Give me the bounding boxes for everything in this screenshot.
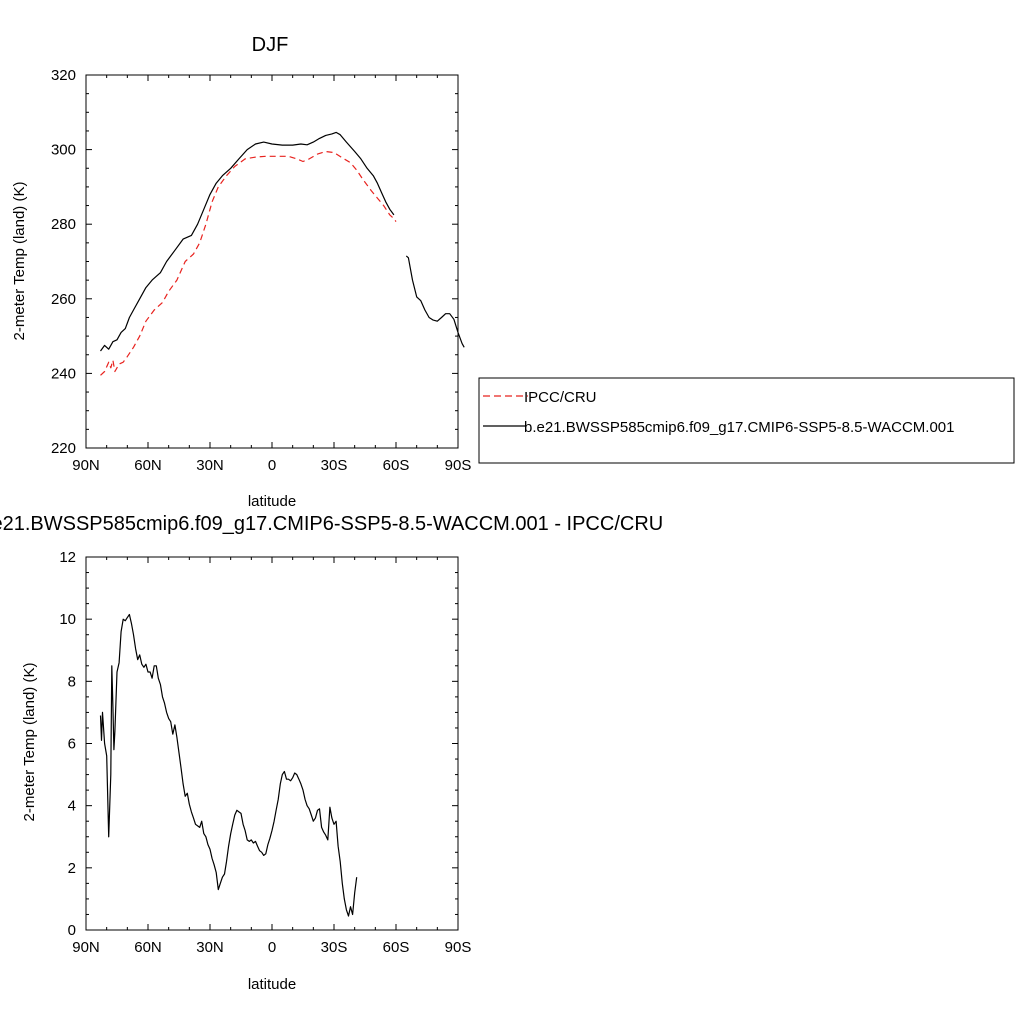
y-tick-label: 6 (68, 736, 76, 753)
top-tick-labels: 90N 60N 30N 0 30S 60S 90S 220 240 260 280 300 320 (51, 67, 471, 474)
legend-box (478, 377, 1015, 464)
top-ticks (85, 74, 459, 449)
x-tick-label: 60N (134, 457, 162, 474)
x-tick-label: 30N (196, 457, 224, 474)
x-tick-label: 30N (196, 939, 224, 956)
y-tick-label: 280 (51, 216, 76, 233)
series-line-model (99, 613, 358, 917)
y-tick-label: 4 (68, 798, 76, 815)
series-line-ipcc-cru (100, 150, 397, 376)
top-chart-title: DJF (252, 34, 289, 56)
bottom-plot-series (99, 613, 358, 917)
legend-label-model: b.e21.BWSSP585cmip6.f09_g17.CMIP6-SSP5-8… (524, 419, 954, 436)
y-tick-label: 10 (59, 611, 76, 628)
x-tick-label: 0 (268, 939, 276, 956)
series-line-model (405, 255, 465, 348)
x-tick-label: 90S (445, 457, 472, 474)
top-y-axis-label: 2-meter Temp (land) (K) (11, 182, 28, 341)
legend-label-ipcc: IPCC/CRU (524, 389, 597, 406)
x-tick-label: 60N (134, 939, 162, 956)
x-tick-label: 30S (321, 939, 348, 956)
top-plot-series (100, 131, 465, 376)
x-tick-label: 60S (383, 939, 410, 956)
bottom-panel: b.e21.BWSSP585cmip6.f09_g17.CMIP6-SSP5-8… (0, 513, 663, 993)
x-tick-label: 30S (321, 457, 348, 474)
top-plot-frame (85, 74, 459, 449)
bottom-y-axis-label: 2-meter Temp (land) (K) (21, 663, 38, 822)
y-tick-label: 320 (51, 67, 76, 84)
x-tick-label: 90N (72, 939, 100, 956)
y-tick-label: 0 (68, 922, 76, 939)
top-x-axis-label: latitude (248, 493, 296, 510)
top-panel: DJF 2-meter Temp (land) (K) latitude 90N… (11, 34, 1015, 510)
y-tick-label: 12 (59, 549, 76, 566)
bottom-chart-title: b.e21.BWSSP585cmip6.f09_g17.CMIP6-SSP5-8… (0, 513, 663, 535)
y-tick-label: 240 (51, 365, 76, 382)
x-tick-label: 90N (72, 457, 100, 474)
y-tick-label: 220 (51, 440, 76, 457)
y-tick-label: 8 (68, 673, 76, 690)
bottom-plot-frame (85, 556, 459, 931)
bottom-ticks (85, 556, 459, 931)
x-tick-label: 60S (383, 457, 410, 474)
bottom-x-axis-label: latitude (248, 976, 296, 993)
x-tick-label: 90S (445, 939, 472, 956)
y-tick-label: 260 (51, 291, 76, 308)
x-tick-label: 0 (268, 457, 276, 474)
series-line-model (100, 131, 395, 352)
bottom-tick-labels: 90N 60N 30N 0 30S 60S 90S 0 2 4 6 8 10 12 (59, 549, 471, 956)
legend: IPCC/CRU b.e21.BWSSP585cmip6.f09_g17.CMI… (478, 377, 1015, 464)
y-tick-label: 300 (51, 142, 76, 159)
y-tick-label: 2 (68, 860, 76, 877)
